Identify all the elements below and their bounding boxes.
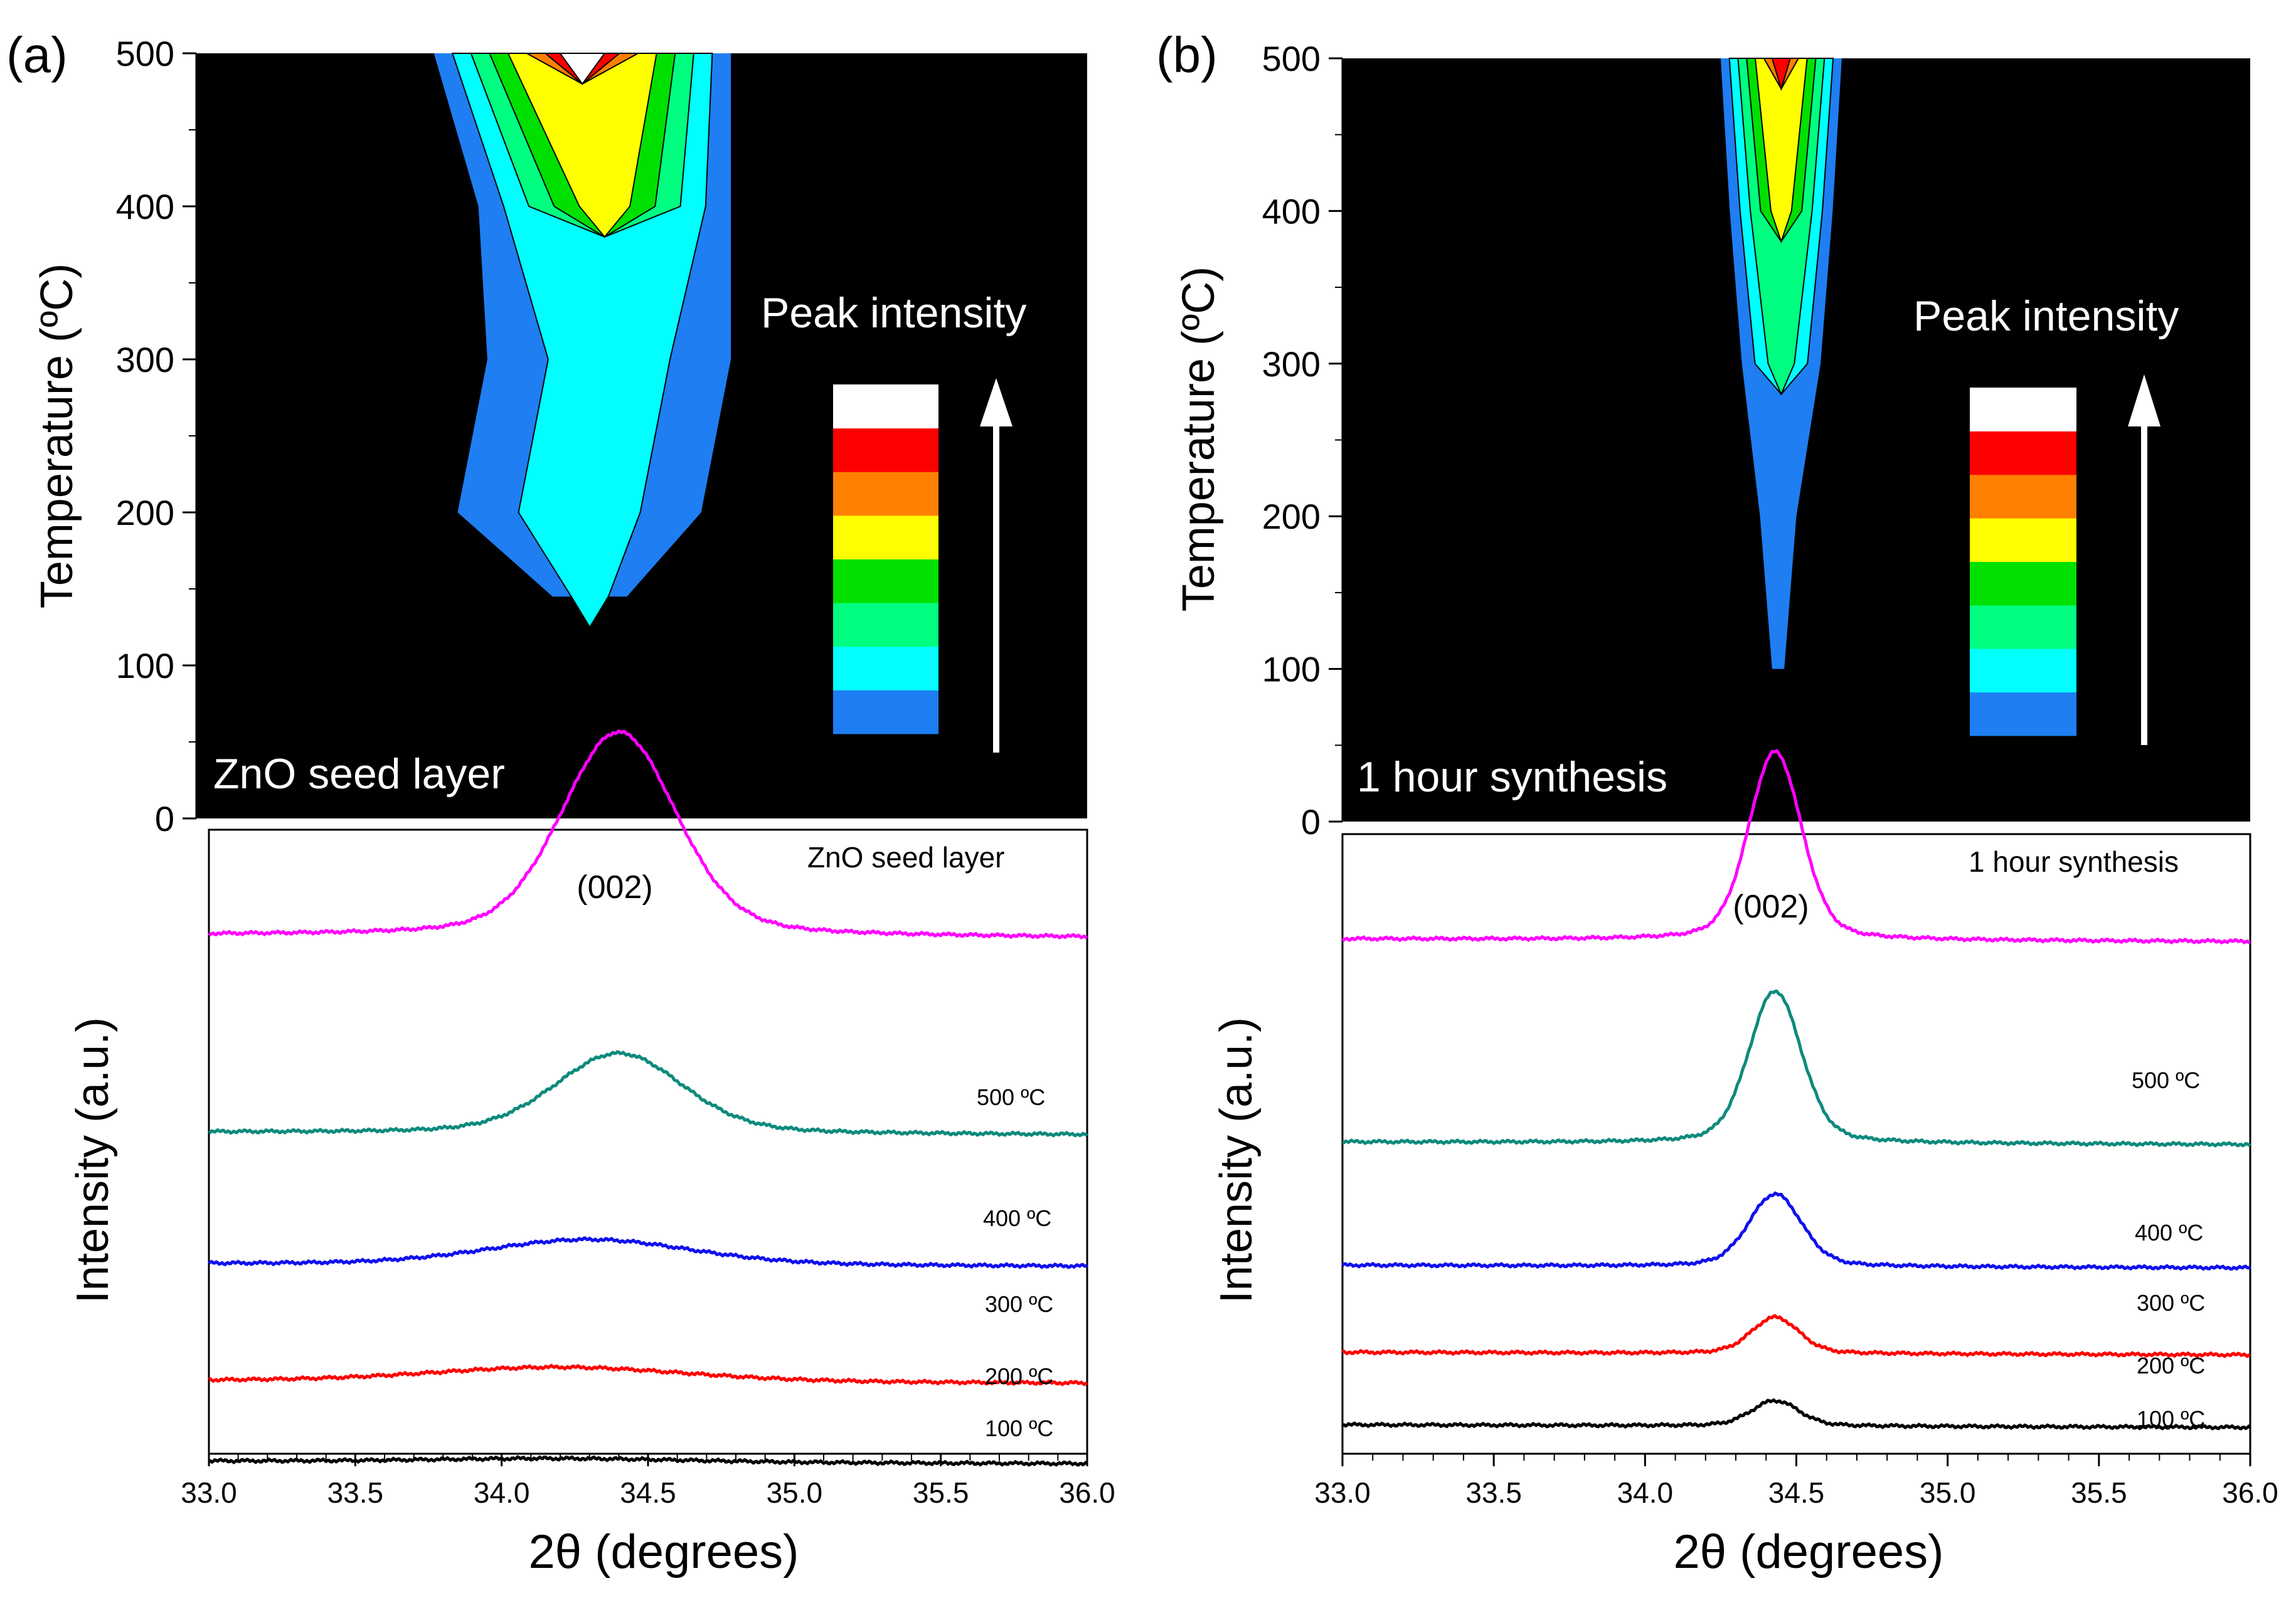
scale-swatch-b-6 (1970, 431, 2076, 475)
xrd-frame-a (208, 828, 1088, 1455)
scale-swatch-b-5 (1970, 474, 2076, 519)
curve-label-b-300: 300 ºC (2137, 1290, 2205, 1316)
temperature-axis-a: 0 100 200 300 400 500 (116, 34, 198, 839)
two-theta-axis-b: 33.0 33.5 34.0 34.5 35.0 35.5 36.0 (1314, 1454, 2278, 1509)
xrd-plot-a: ZnO seed layer (002) 500 ºC 400 ºC 300 º… (181, 729, 1115, 1509)
intensity-arrow-a (980, 378, 1012, 753)
xrd-curve-a-400 (208, 1050, 1088, 1138)
y-tick-label-b-0: 0 (1301, 802, 1321, 842)
scale-swatch-b-3 (1970, 561, 2076, 606)
x-tick-label-a-3: 34.5 (620, 1476, 676, 1509)
scale-swatch-a-0 (833, 690, 938, 734)
contour-plot-a: ZnO seed layer Peak intensity (196, 53, 1087, 818)
scale-swatch-a-6 (833, 428, 938, 472)
intensity-arrow-b (2128, 374, 2160, 745)
scale-swatch-b-7 (1970, 388, 2076, 431)
xrd-plot-b: 1 hour synthesis (002) 500 ºC 400 ºC 300… (1314, 749, 2278, 1509)
x-tick-label-b-5: 35.5 (2071, 1476, 2127, 1509)
contour-plot-b: 1 hour synthesis Peak intensity (1342, 58, 2250, 822)
contour-shapes-a (433, 53, 731, 628)
contour-level-b-6 (1771, 58, 1792, 92)
y-tick-label-a-3: 300 (116, 340, 174, 379)
intensity-axis-label-b: Intensity (a.u.) (1211, 1017, 1262, 1303)
scale-swatch-b-0 (1970, 692, 2076, 736)
xrd-sample-label-a: ZnO seed layer (807, 841, 1004, 874)
x-tick-label-b-4: 35.0 (1920, 1476, 1976, 1509)
scale-swatch-a-2 (833, 603, 938, 647)
y-tick-label-a-1: 100 (116, 646, 174, 685)
y-tick-label-a-5: 500 (116, 34, 174, 73)
temperature-axis-label-b: Temperature (ºC) (1174, 267, 1224, 611)
panel-label-a: (a) (6, 27, 68, 83)
xrd-sample-label-b: 1 hour synthesis (1969, 845, 2179, 878)
x-tick-label-b-0: 33.0 (1314, 1476, 1371, 1509)
x-tick-label-a-1: 33.5 (327, 1476, 384, 1509)
curve-label-a-300: 300 ºC (985, 1291, 1053, 1317)
x-tick-label-a-4: 35.0 (767, 1476, 823, 1509)
intensity-axis-label-a: Intensity (a.u.) (68, 1017, 118, 1303)
scale-swatch-a-7 (833, 384, 938, 429)
xrd-curve-a-300 (208, 1236, 1088, 1269)
scale-swatch-b-2 (1970, 605, 2076, 649)
y-tick-label-b-1: 100 (1262, 650, 1321, 689)
curve-label-a-400: 400 ºC (983, 1205, 1051, 1231)
intensity-scale-a (833, 384, 938, 734)
peak-label-a: (002) (577, 869, 652, 906)
scale-swatch-a-4 (833, 515, 938, 559)
xrd-curve-b-200 (1341, 1314, 2251, 1358)
y-tick-label-b-2: 200 (1262, 497, 1321, 536)
xrd-curve-b-400 (1342, 989, 2251, 1148)
contour-level-a-7 (558, 53, 606, 85)
contour-sample-label-a: ZnO seed layer (213, 750, 505, 798)
curve-label-a-500: 500 ºC (977, 1084, 1045, 1110)
y-tick-label-b-3: 300 (1262, 344, 1321, 384)
legend-title-b: Peak intensity (1913, 292, 2179, 340)
two-theta-axis-label-b: 2θ (degrees) (1674, 1525, 1944, 1579)
curve-label-a-200: 200 ºC (985, 1363, 1053, 1389)
peak-label-b: (002) (1733, 889, 1809, 925)
intensity-scale-b (1970, 388, 2076, 736)
curve-label-a-100: 100 ºC (985, 1415, 1053, 1441)
two-theta-axis-label-a: 2θ (degrees) (529, 1525, 799, 1579)
x-tick-label-b-3: 34.5 (1768, 1476, 1825, 1509)
x-tick-label-a-0: 33.0 (181, 1476, 237, 1509)
panel-label-b: (b) (1156, 27, 1218, 83)
curve-label-b-400: 400 ºC (2135, 1220, 2203, 1246)
scale-swatch-b-4 (1970, 518, 2076, 562)
xrd-curve-a-500 (208, 729, 1088, 940)
x-tick-label-a-5: 35.5 (913, 1476, 969, 1509)
temperature-axis-b: 0 100 200 300 400 500 (1262, 39, 1344, 842)
two-theta-axis-a: 33.0 33.5 34.0 34.5 35.0 35.5 36.0 (181, 1454, 1115, 1509)
legend-title-a: Peak intensity (761, 289, 1026, 337)
y-tick-label-b-4: 400 (1262, 191, 1321, 231)
curve-label-b-100: 100 ºC (2137, 1406, 2205, 1432)
curve-label-b-200: 200 ºC (2137, 1353, 2205, 1378)
y-tick-label-a-0: 0 (155, 799, 174, 839)
x-tick-label-b-1: 33.5 (1465, 1476, 1522, 1509)
scale-swatch-a-3 (833, 559, 938, 603)
temperature-axis-label-a: Temperature (ºC) (32, 263, 82, 608)
xrd-curve-b-300 (1341, 1191, 2251, 1271)
y-tick-label-a-4: 400 (116, 187, 174, 226)
y-tick-label-b-5: 500 (1262, 39, 1321, 78)
contour-sample-label-b: 1 hour synthesis (1357, 753, 1667, 801)
xrd-curve-b-500 (1341, 749, 2251, 945)
scale-swatch-a-5 (833, 472, 938, 516)
y-tick-label-a-2: 200 (116, 493, 174, 532)
contour-shapes-b (1720, 58, 1842, 669)
x-tick-label-a-2: 34.0 (474, 1476, 530, 1509)
xrd-curves-b (1341, 749, 2251, 1431)
scale-swatch-b-1 (1970, 648, 2076, 693)
scale-swatch-a-1 (833, 646, 938, 690)
x-tick-label-b-2: 34.0 (1617, 1476, 1674, 1509)
x-tick-label-b-6: 36.0 (2222, 1476, 2278, 1509)
xrd-curve-b-100 (1342, 1398, 2251, 1431)
xrd-curve-a-200 (208, 1363, 1088, 1387)
curve-label-b-500: 500 ºC (2132, 1067, 2200, 1093)
x-tick-label-a-6: 36.0 (1059, 1476, 1115, 1509)
